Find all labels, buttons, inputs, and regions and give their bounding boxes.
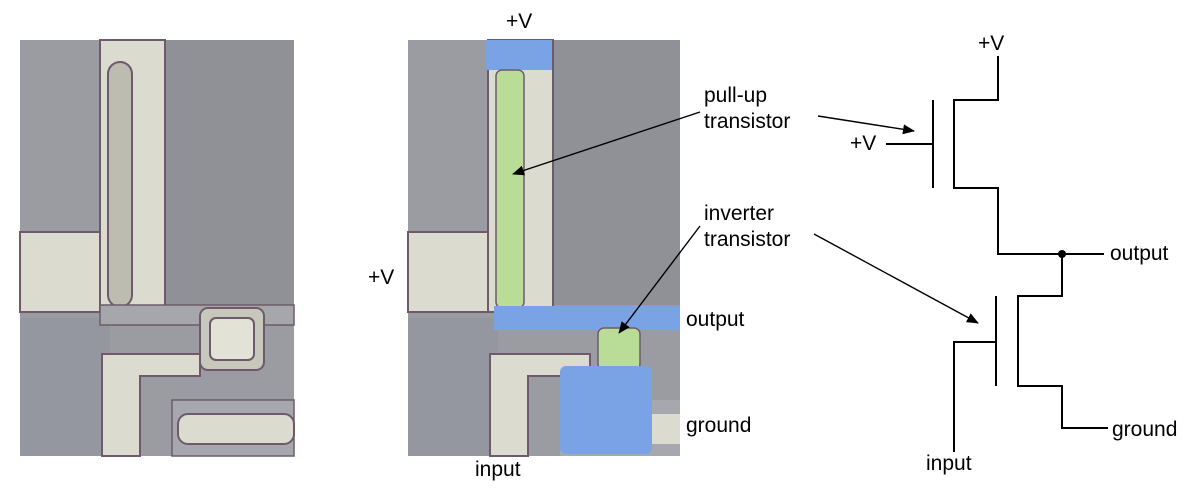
- schematic-vplus-gate-label: +V: [850, 132, 877, 155]
- inverter-label-line1: inverter: [704, 202, 775, 225]
- schematic-output-label: output: [1110, 242, 1169, 265]
- inverter-label-line2: transistor: [704, 228, 791, 251]
- middle-vplus-top-label: +V: [506, 10, 533, 33]
- pullup-transistor-highlight: [495, 69, 525, 309]
- middle-output-label: output: [686, 308, 745, 331]
- middle-input-label: input: [475, 458, 521, 481]
- ground-contact-highlight: [560, 366, 652, 454]
- inverter-transistor-highlight: [597, 327, 641, 371]
- schematic-input-label: input: [926, 452, 972, 475]
- pullup-label-line1: pull-up: [704, 84, 768, 107]
- inverter-arrow: [618, 225, 701, 334]
- vplus-contact-highlight: [486, 40, 552, 70]
- output-junction: [1058, 250, 1066, 258]
- middle-vplus-left-label: +V: [368, 266, 395, 289]
- die-photo-plain: [19, 39, 295, 457]
- pullup-schematic-arrow: [817, 115, 915, 135]
- middle-ground-label: ground: [686, 414, 752, 437]
- schematic-vplus-top-label: +V: [978, 32, 1005, 55]
- pullup-arrow: [512, 111, 701, 176]
- schematic: [886, 56, 1108, 452]
- pullup-label-line2: transistor: [704, 110, 791, 133]
- schematic-ground-label: ground: [1112, 418, 1178, 441]
- inverter-schematic-arrow: [813, 233, 979, 324]
- output-line-highlight: [494, 306, 680, 330]
